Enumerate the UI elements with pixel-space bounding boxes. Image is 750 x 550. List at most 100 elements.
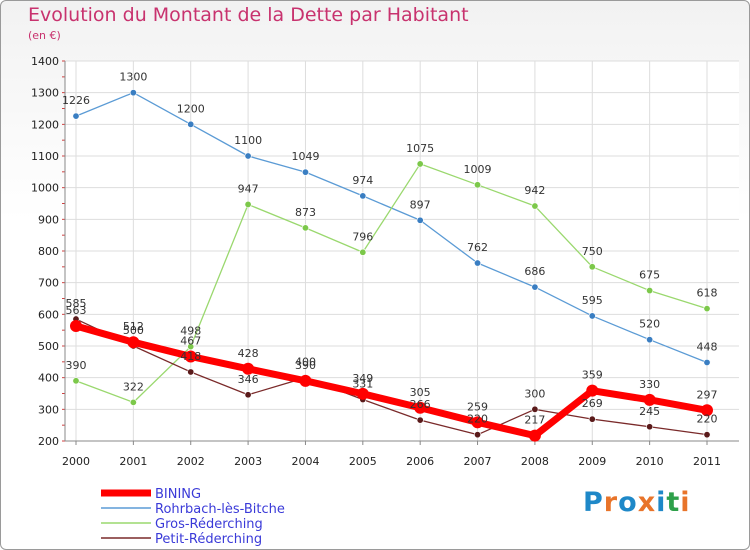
- data-label-petit-rederching: 220: [467, 413, 488, 426]
- data-label-rohrbach-les-bitche: 448: [697, 340, 718, 353]
- data-label-gros-rederching: 796: [352, 230, 373, 243]
- point-bining: [414, 401, 427, 414]
- data-label-rohrbach-les-bitche: 974: [352, 174, 373, 187]
- point-gros-rederching: [244, 200, 252, 208]
- data-label-petit-rederching: 300: [524, 387, 545, 400]
- point-petit-rederching: [646, 423, 654, 431]
- point-gros-rederching: [129, 398, 137, 406]
- data-label-rohrbach-les-bitche: 897: [410, 198, 431, 211]
- point-petit-rederching: [588, 415, 596, 423]
- y-tick-label: 800: [38, 245, 59, 258]
- data-label-petit-rederching: 266: [410, 398, 431, 411]
- point-petit-rederching: [703, 431, 711, 439]
- data-label-gros-rederching: 675: [639, 269, 660, 282]
- data-labels: 1226 1300 1200 1100 1049 974 897 762 686 595 520 44…: [62, 71, 718, 427]
- y-tick-label: 500: [38, 340, 59, 353]
- grid: [65, 60, 739, 442]
- data-label-petit-rederching: 500: [123, 324, 144, 337]
- point-bining: [70, 320, 82, 333]
- data-label-rohrbach-les-bitche: 1226: [62, 94, 90, 107]
- data-label-bining: 330: [639, 378, 660, 391]
- x-tick-label: 2004: [291, 455, 319, 468]
- legend-label-petit-rederching: Petit-Réderching: [155, 532, 262, 547]
- axes: 200 300 400 500 600 700 800 900 1000 1100 1200 1300…: [31, 55, 739, 468]
- data-label-rohrbach-les-bitche: 686: [524, 265, 545, 278]
- x-tick-label: 2010: [636, 455, 664, 468]
- point-rohrbach-les-bitche: [129, 89, 137, 97]
- chart-title: Evolution du Montant de la Dette par Hab…: [28, 4, 469, 26]
- point-rohrbach-les-bitche: [531, 283, 539, 291]
- point-bining: [701, 404, 713, 417]
- point-rohrbach-les-bitche: [474, 259, 482, 267]
- data-label-bining: 297: [697, 388, 718, 401]
- y-tick-label: 700: [38, 277, 59, 290]
- legend-label-bining: BINING: [155, 487, 201, 502]
- data-label-gros-rederching: 390: [66, 359, 87, 372]
- data-label-gros-rederching: 498: [180, 325, 201, 338]
- data-label-bining: 359: [582, 369, 603, 382]
- series-layer: [70, 89, 713, 442]
- data-label-bining: 467: [180, 334, 201, 347]
- y-tick-label: 900: [38, 213, 59, 226]
- y-tick-label: 1300: [31, 87, 59, 100]
- point-rohrbach-les-bitche: [187, 120, 195, 128]
- point-rohrbach-les-bitche: [703, 358, 711, 366]
- y-tick-label: 1400: [31, 55, 59, 68]
- data-label-bining: 512: [123, 320, 144, 333]
- data-label-rohrbach-les-bitche: 1200: [177, 102, 205, 115]
- data-label-gros-rederching: 1009: [464, 163, 492, 176]
- x-tick-label: 2009: [578, 455, 606, 468]
- point-bining: [471, 416, 484, 429]
- data-label-petit-rederching: 245: [639, 405, 660, 418]
- x-tick-label: 2006: [406, 455, 434, 468]
- x-tick-label: 2001: [119, 455, 147, 468]
- data-label-rohrbach-les-bitche: 595: [582, 294, 603, 307]
- x-tick-label: 2003: [234, 455, 262, 468]
- point-rohrbach-les-bitche: [646, 336, 654, 344]
- point-gros-rederching: [703, 305, 711, 313]
- y-tick-label: 200: [38, 435, 59, 448]
- series-line-petit-rederching: [75, 318, 708, 436]
- point-bining: [299, 374, 312, 387]
- point-petit-rederching: [416, 416, 424, 424]
- legend: BININGRohrbach-lès-BitcheGros-Réderching…: [101, 487, 285, 547]
- point-gros-rederching: [301, 224, 309, 232]
- y-tick-label: 300: [38, 403, 59, 416]
- data-label-rohrbach-les-bitche: 1300: [119, 71, 147, 84]
- x-tick-label: 2008: [521, 455, 549, 468]
- x-tick-label: 2007: [464, 455, 492, 468]
- point-gros-rederching: [474, 181, 482, 189]
- point-gros-rederching: [531, 202, 539, 210]
- data-label-bining: 563: [66, 304, 87, 317]
- point-bining: [184, 350, 197, 363]
- point-bining: [356, 387, 369, 400]
- x-tick-label: 2002: [177, 455, 205, 468]
- data-label-petit-rederching: 400: [295, 356, 316, 369]
- point-rohrbach-les-bitche: [359, 192, 367, 200]
- point-gros-rederching: [72, 377, 80, 385]
- x-tick-label: 2005: [349, 455, 377, 468]
- point-petit-rederching: [531, 405, 539, 413]
- point-bining: [528, 429, 541, 442]
- data-label-bining: 259: [467, 400, 488, 413]
- y-tick-label: 1200: [31, 118, 59, 131]
- data-label-rohrbach-les-bitche: 520: [639, 318, 660, 331]
- data-label-gros-rederching: 947: [238, 182, 259, 195]
- point-petit-rederching: [244, 391, 252, 399]
- data-label-petit-rederching: 269: [582, 397, 603, 410]
- data-label-bining: 305: [410, 386, 431, 399]
- data-label-gros-rederching: 750: [582, 245, 603, 258]
- point-bining: [242, 362, 255, 375]
- data-label-petit-rederching: 220: [697, 413, 718, 426]
- proxiti-logo: Proxiti: [583, 487, 691, 518]
- y-tick-label: 600: [38, 308, 59, 321]
- point-gros-rederching: [359, 248, 367, 256]
- legend-label-rohrbach-les-bitche: Rohrbach-lès-Bitche: [155, 502, 285, 517]
- point-petit-rederching: [474, 431, 482, 439]
- series-line-bining: [75, 322, 708, 440]
- data-label-bining: 349: [352, 372, 373, 385]
- data-label-gros-rederching: 942: [524, 184, 545, 197]
- point-rohrbach-les-bitche: [72, 112, 80, 120]
- y-tick-label: 1000: [31, 182, 59, 195]
